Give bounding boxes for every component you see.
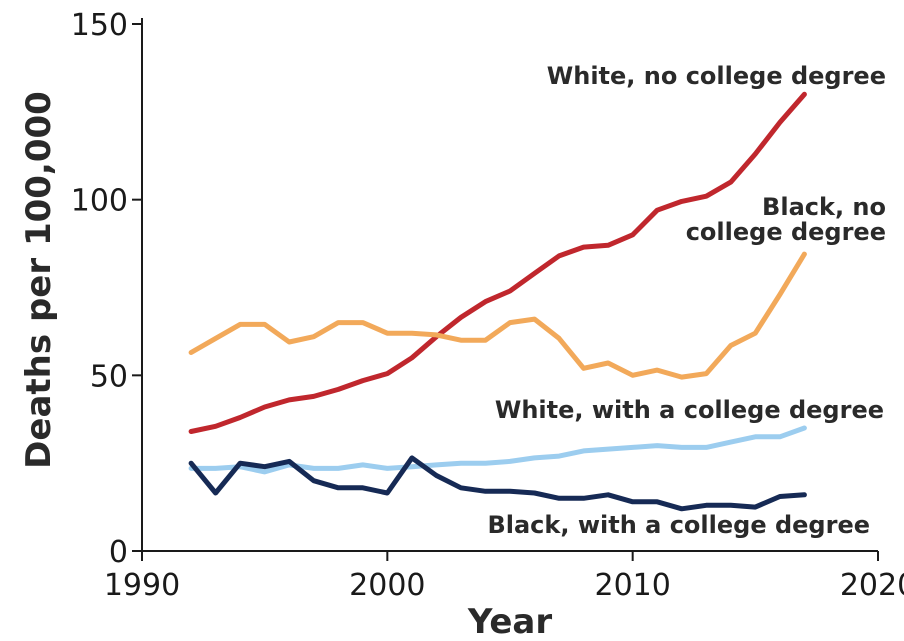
series-label-white-with-a-college-degree: White, with a college degree — [495, 396, 884, 424]
series-labels: White, no college degree Black, nocollege… — [485, 60, 889, 542]
series-line-black-no-college-degree — [188, 251, 807, 380]
x-axis-title: Year — [467, 602, 553, 641]
series-label-black-with-a-college-degree: Black, with a college degree — [487, 511, 870, 539]
series-label-black-no-college-degree: college degree — [686, 218, 886, 246]
y-tick-label: 50 — [90, 359, 128, 394]
y-tick-label: 100 — [71, 184, 128, 219]
x-tick-label: 2020 — [840, 568, 904, 603]
series-lines — [188, 91, 807, 512]
series-label-black-no-college-degree: Black, no — [762, 193, 886, 221]
series-line-white-with-a-college-degree — [188, 425, 807, 475]
chart-axes: 0 50 100 150 1990 2000 2010 2020 — [71, 8, 904, 603]
series-label-white-no-college-degree: White, no college degree — [547, 62, 886, 90]
x-tick-label: 1990 — [104, 568, 180, 603]
series-line-white-no-college-degree — [188, 91, 807, 434]
y-tick-label: 150 — [71, 8, 128, 43]
x-tick-label: 2000 — [349, 568, 425, 603]
x-tick-label: 2010 — [594, 568, 670, 603]
y-tick-label: 0 — [109, 535, 128, 570]
y-axis-title: Deaths per 100,000 — [19, 91, 59, 469]
series-line-black-with-a-college-degree — [188, 455, 807, 512]
